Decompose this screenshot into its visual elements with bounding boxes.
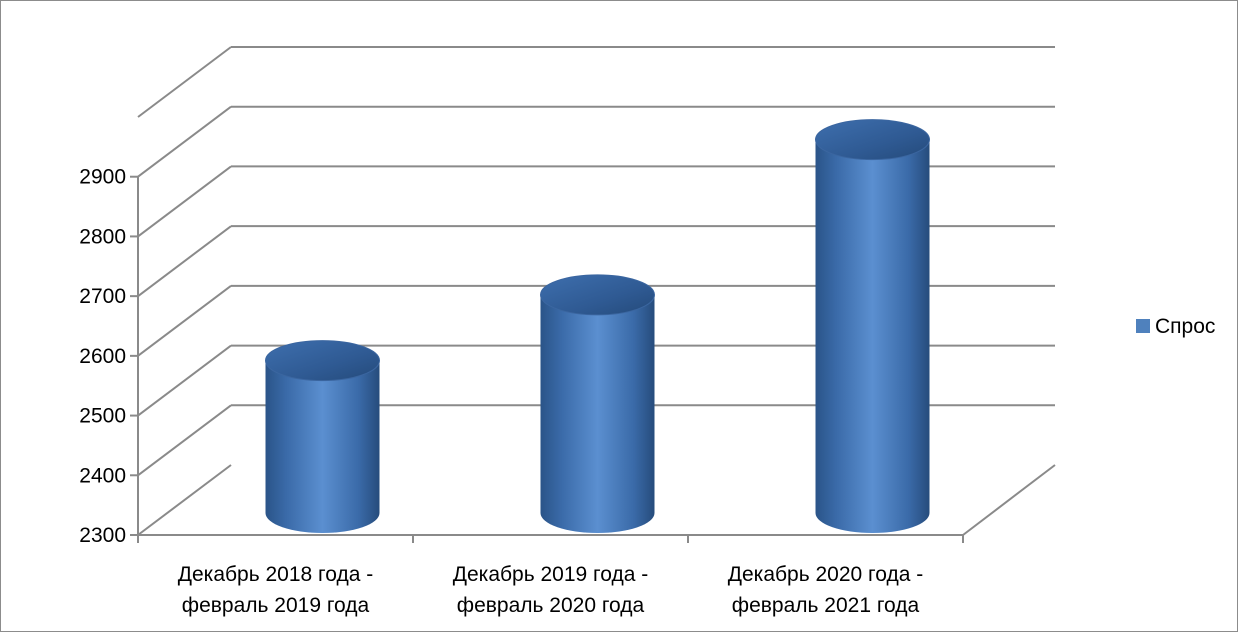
bar-top (265, 340, 380, 382)
gridline-side (137, 404, 232, 477)
y-tick-label: 2600 (79, 345, 126, 368)
legend-label: Спрос (1155, 315, 1215, 338)
bar-top (815, 119, 930, 161)
bar-top (540, 274, 655, 316)
y-tick-label: 2400 (79, 464, 126, 487)
gridline-side (137, 165, 232, 238)
y-tick-label: 2300 (79, 524, 126, 547)
bars (265, 119, 930, 533)
gridline-side (137, 46, 232, 118)
x-axis-labels: Декабрь 2018 года - февраль 2019 года Дека… (178, 563, 923, 617)
x-category-label: Декабрь 2020 года - (728, 563, 923, 586)
x-category-label: Декабрь 2018 года - (178, 563, 373, 586)
bar-body (815, 139, 930, 533)
gridline-side (137, 285, 232, 357)
y-tick-label: 2900 (79, 166, 126, 189)
floor-left-edge (137, 464, 232, 536)
gridline-side (137, 225, 232, 297)
y-tick-label: 2800 (79, 225, 126, 248)
bar-cylinder (265, 340, 380, 533)
bar-cylinder (815, 119, 930, 533)
x-category-label: февраль 2019 года (182, 594, 370, 617)
x-category-label: февраль 2021 года (732, 594, 920, 617)
bar-body (540, 294, 655, 533)
legend-swatch (1136, 319, 1150, 333)
floor-right-edge (962, 464, 1056, 536)
y-tick-label: 2700 (79, 285, 126, 308)
bar-cylinder (540, 274, 655, 533)
gridline-side (137, 344, 232, 417)
y-tick-label: 2500 (79, 405, 126, 428)
y-axis-ticks: 2300 2400 2500 2600 2700 2800 2900 (79, 166, 138, 547)
x-category-label: февраль 2020 года (457, 594, 645, 617)
gridline-side (137, 105, 232, 178)
x-category-label: Декабрь 2019 года - (453, 563, 648, 586)
legend: Спрос (1136, 315, 1215, 338)
bar-body (265, 360, 380, 533)
